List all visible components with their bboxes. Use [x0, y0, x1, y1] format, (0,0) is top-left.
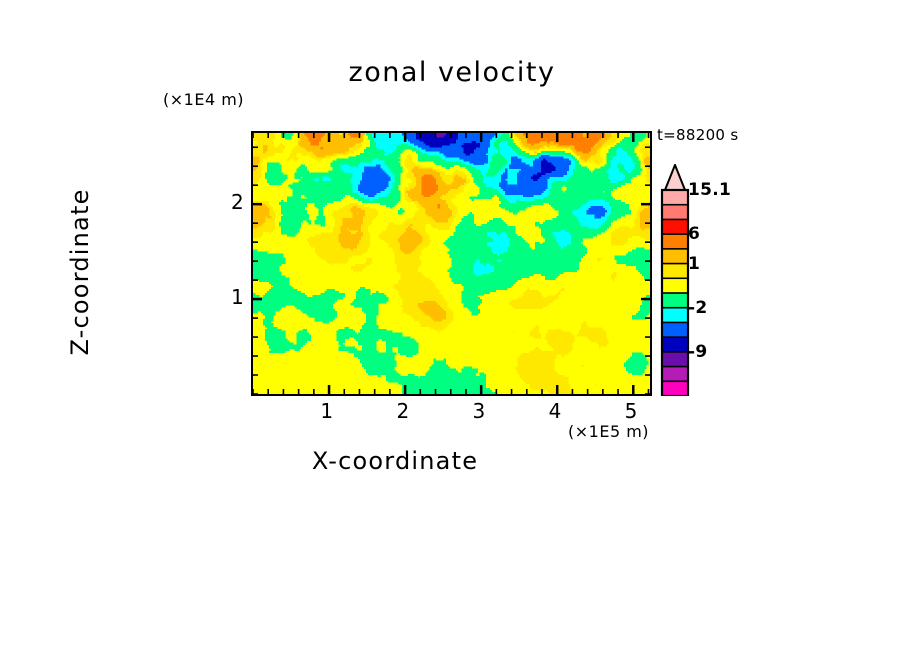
timestamp-label: t=88200 s [657, 126, 739, 144]
page-title: zonal velocity [348, 57, 556, 88]
x-tick-label: 1 [320, 399, 334, 423]
colorbar-band [661, 292, 689, 310]
y-tick-label: 2 [231, 190, 245, 215]
x-tick-label: 3 [472, 399, 486, 423]
colorbar-label: -9 [688, 341, 708, 362]
y-axis-title: Z-coordinate [66, 188, 94, 356]
colorbar[interactable]: 15.1 6 1 -2 -9 [660, 162, 770, 398]
colorbar-band [661, 218, 689, 236]
colorbar-label: 1 [688, 253, 701, 274]
colorbar-band [661, 351, 689, 368]
contour-plot-area[interactable] [251, 131, 652, 396]
colorbar-band [661, 380, 689, 398]
colorbar-band [661, 365, 689, 383]
colorbar-label: -2 [688, 297, 708, 318]
x-tick-label: 5 [624, 399, 638, 423]
y-tick-label: 1 [231, 285, 245, 310]
colorbar-band [661, 336, 689, 354]
colorbar-band [661, 248, 689, 265]
colorbar-arrow-tip [663, 162, 687, 191]
x-tick-label: 2 [396, 399, 410, 423]
colorbar-label: 6 [688, 224, 701, 245]
colorbar-band [661, 321, 689, 339]
colorbar-swatches [660, 162, 690, 398]
colorbar-band [661, 203, 689, 221]
x-tick-label: 4 [548, 399, 562, 423]
x-axis-units-label: (×1E5 m) [568, 422, 650, 441]
colorbar-band [661, 233, 689, 251]
colorbar-band [661, 262, 689, 280]
z-axis-units-label: (×1E4 m) [163, 90, 245, 109]
velocity-field-heatmap [253, 133, 650, 394]
colorbar-band [661, 306, 689, 324]
colorbar-band [661, 189, 689, 207]
x-axis-title: X-coordinate [311, 447, 479, 475]
colorbar-band [661, 277, 689, 295]
colorbar-label: 15.1 [688, 180, 732, 200]
